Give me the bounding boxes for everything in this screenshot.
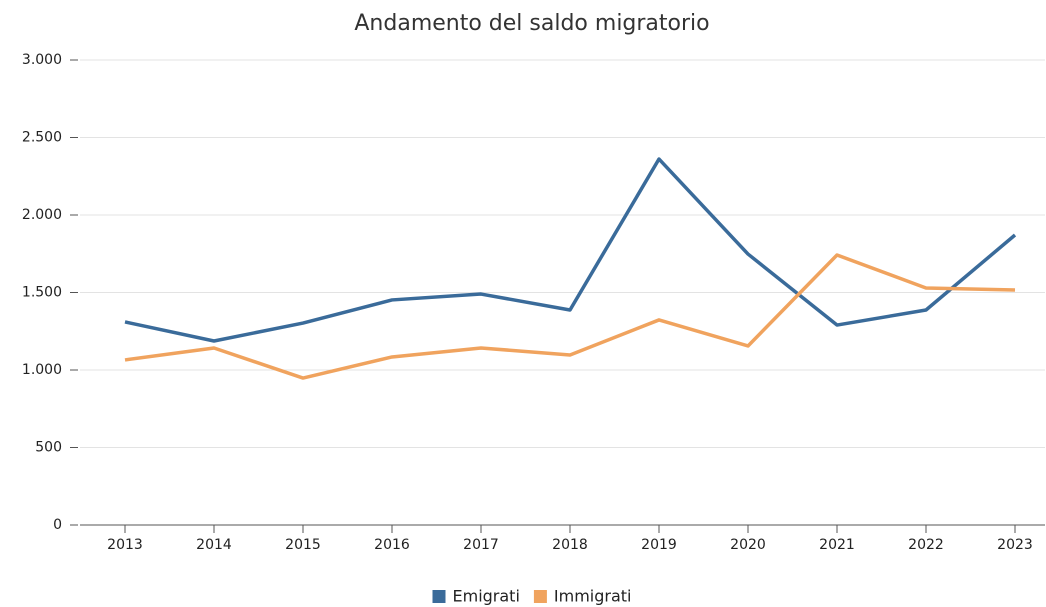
x-tick-label: 2021 (819, 537, 855, 553)
x-tick-label: 2018 (552, 537, 588, 553)
y-tick-label: 0 (53, 517, 62, 533)
legend-label: Immigrati (554, 587, 632, 606)
x-tick-label: 2022 (908, 537, 944, 553)
x-tick-label: 2019 (641, 537, 677, 553)
x-tick-label: 2020 (730, 537, 766, 553)
x-tick-label: 2013 (107, 537, 143, 553)
legend: Emigrati Immigrati (432, 587, 632, 606)
series-line (124, 157, 1017, 343)
chart-title: Andamento del saldo migratorio (354, 11, 709, 36)
y-tick-label: 500 (35, 440, 62, 456)
y-tick-label: 1.000 (22, 362, 62, 378)
series-line (124, 253, 1016, 380)
legend-swatch (432, 590, 446, 603)
y-tick-label: 2.000 (22, 207, 62, 223)
y-tick-label: 1.500 (22, 285, 62, 301)
x-tick-label: 2017 (463, 537, 499, 553)
x-tick-label: 2016 (374, 537, 410, 553)
legend-swatch (533, 590, 547, 603)
x-tick-label: 2014 (196, 537, 232, 553)
y-tick-label: 3.000 (22, 52, 62, 68)
x-tick-label: 2023 (997, 537, 1033, 553)
y-tick-label: 2.500 (22, 130, 62, 146)
legend-label: Emigrati (453, 587, 520, 606)
x-tick-label: 2015 (285, 537, 321, 553)
